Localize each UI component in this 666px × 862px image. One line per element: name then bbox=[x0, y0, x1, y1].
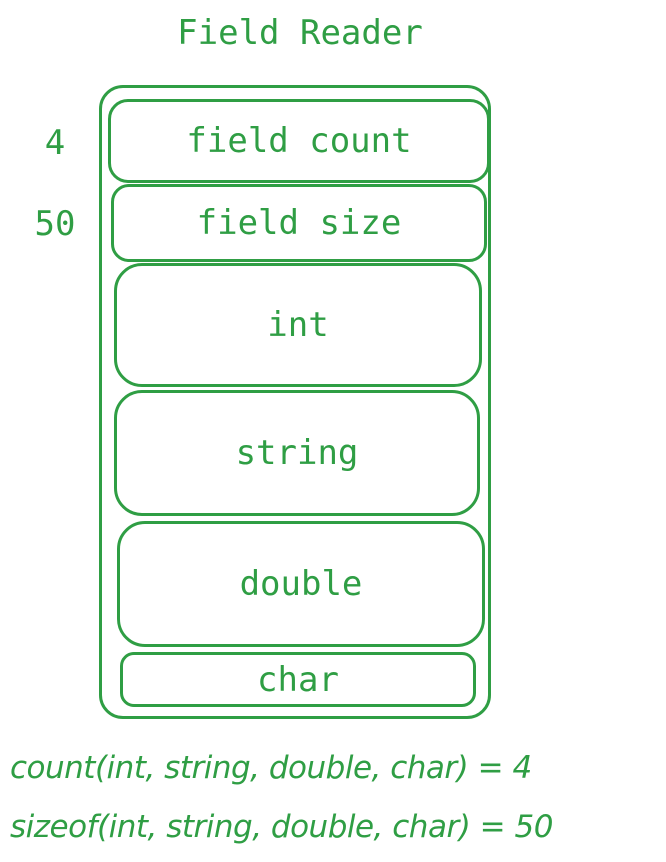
char-field-box: char bbox=[120, 652, 476, 707]
field-count-label: field count bbox=[186, 121, 412, 161]
int-field-box: int bbox=[114, 263, 482, 387]
double-field-box: double bbox=[117, 521, 485, 647]
sizeof-formula: sizeof(int, string, double, char) = 50 bbox=[10, 809, 553, 845]
char-field-label: char bbox=[257, 659, 339, 700]
field-count-box: field count bbox=[108, 99, 490, 183]
field-count-value: 4 bbox=[44, 123, 66, 163]
field-size-value: 50 bbox=[34, 204, 76, 244]
field-reader-container bbox=[99, 85, 491, 719]
string-field-box: string bbox=[114, 390, 480, 516]
string-field-label: string bbox=[235, 433, 359, 473]
diagram-title: Field Reader bbox=[177, 13, 423, 53]
field-size-box: field size bbox=[111, 184, 487, 262]
double-field-label: double bbox=[239, 564, 363, 604]
field-size-label: field size bbox=[196, 203, 402, 243]
count-formula: count(int, string, double, char) = 4 bbox=[10, 750, 532, 786]
int-field-label: int bbox=[267, 305, 329, 345]
